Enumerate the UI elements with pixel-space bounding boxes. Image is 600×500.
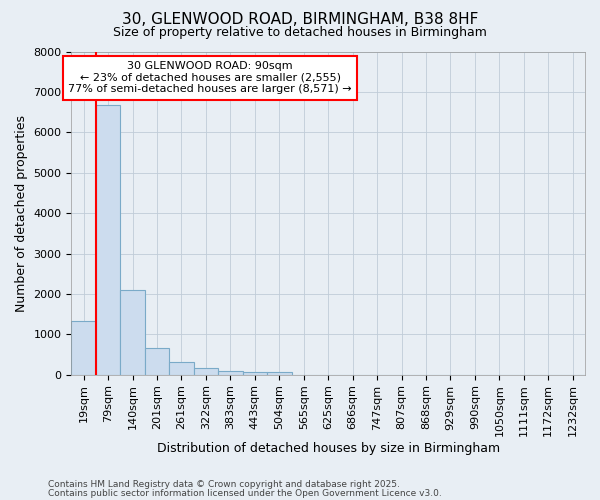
Bar xyxy=(267,372,292,374)
Bar xyxy=(242,372,267,374)
Bar xyxy=(71,322,96,374)
Text: 30 GLENWOOD ROAD: 90sqm
← 23% of detached houses are smaller (2,555)
77% of semi: 30 GLENWOOD ROAD: 90sqm ← 23% of detache… xyxy=(68,61,352,94)
Bar xyxy=(194,368,218,374)
Text: Contains public sector information licensed under the Open Government Licence v3: Contains public sector information licen… xyxy=(48,488,442,498)
Bar xyxy=(121,290,145,374)
Bar xyxy=(218,370,242,374)
Bar xyxy=(169,362,194,374)
Bar xyxy=(145,348,169,374)
Text: Contains HM Land Registry data © Crown copyright and database right 2025.: Contains HM Land Registry data © Crown c… xyxy=(48,480,400,489)
Bar xyxy=(96,105,121,374)
X-axis label: Distribution of detached houses by size in Birmingham: Distribution of detached houses by size … xyxy=(157,442,500,455)
Text: Size of property relative to detached houses in Birmingham: Size of property relative to detached ho… xyxy=(113,26,487,39)
Y-axis label: Number of detached properties: Number of detached properties xyxy=(15,114,28,312)
Text: 30, GLENWOOD ROAD, BIRMINGHAM, B38 8HF: 30, GLENWOOD ROAD, BIRMINGHAM, B38 8HF xyxy=(122,12,478,28)
